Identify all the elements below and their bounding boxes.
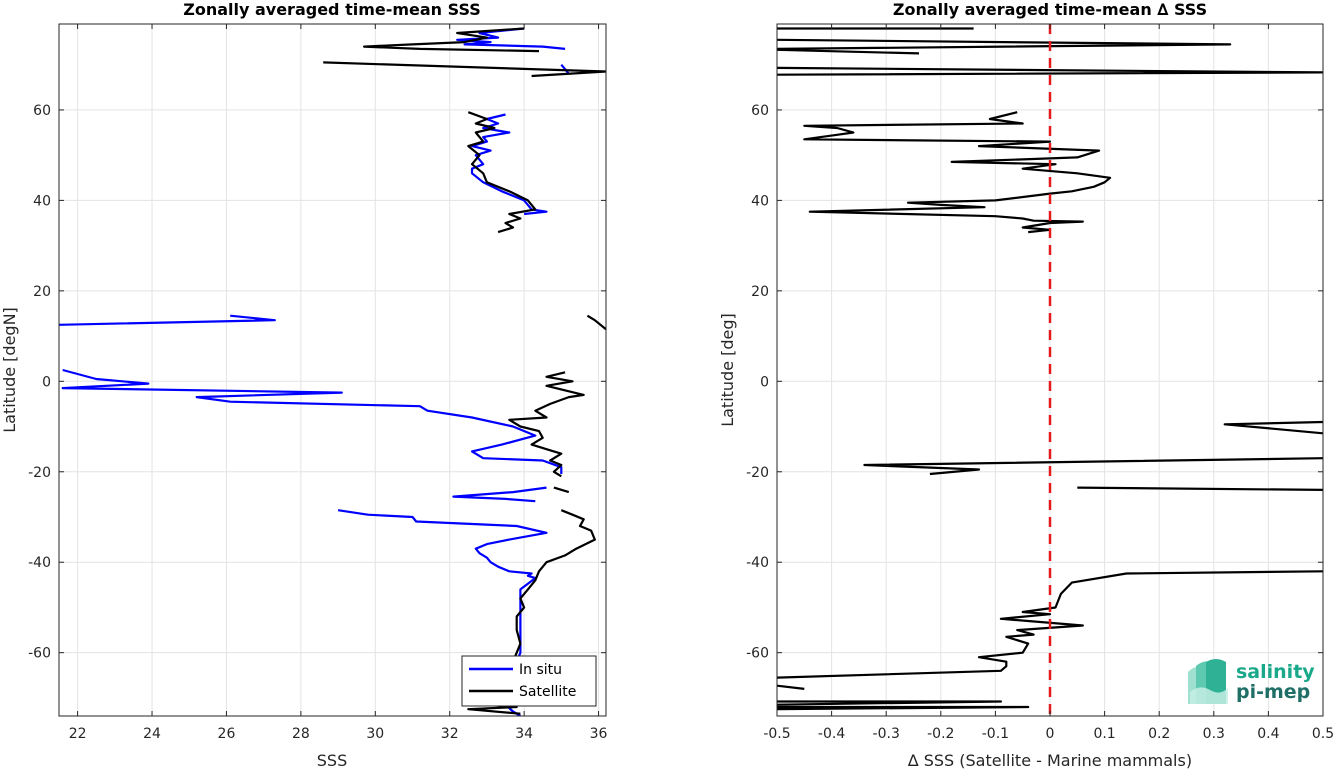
delta-y-tick-label: -60 <box>746 646 769 662</box>
legend-label-in-situ: In situ <box>519 662 562 678</box>
sss-title: Zonally averaged time-mean SSS <box>183 0 481 19</box>
delta-lines <box>777 27 1323 711</box>
delta-y-tick-label: -20 <box>746 465 769 481</box>
series-line-satellite <box>553 486 570 494</box>
sss-x-tick-label: 30 <box>366 726 384 742</box>
sss-grid <box>59 24 606 716</box>
series-line-delta-sss <box>777 684 805 690</box>
series-line-satellite <box>467 111 537 234</box>
sss-lines <box>59 27 606 716</box>
delta-x-tick-label: 0.1 <box>1093 726 1115 742</box>
sss-x-tick-label: 32 <box>441 726 459 742</box>
delta-x-tick-label: 0.3 <box>1203 726 1225 742</box>
series-line-delta-sss <box>777 570 1323 679</box>
delta-x-tick-label: 0.5 <box>1312 726 1334 742</box>
delta-x-tick-label: -0.3 <box>873 726 900 742</box>
series-line-delta-sss <box>863 457 1323 476</box>
sss-x-tick-label: 26 <box>218 726 236 742</box>
delta-y-tick-label: 0 <box>760 374 769 390</box>
logo-wave-icon <box>1188 659 1228 704</box>
sss-y-tick-label: 40 <box>33 193 51 209</box>
series-line-delta-sss <box>1077 486 1323 491</box>
series-line-in-situ <box>59 314 276 326</box>
delta-y-tick-label: 40 <box>751 193 769 209</box>
series-line-satellite <box>511 509 596 663</box>
series-line-delta-sss <box>803 111 1112 234</box>
sss-x-label: SSS <box>317 751 347 769</box>
series-line-satellite <box>363 27 540 53</box>
delta-y-label: Latitude [deg] <box>718 313 737 427</box>
delta-y-tick-label: 20 <box>751 284 769 300</box>
series-line-delta-sss <box>777 38 1232 50</box>
series-line-in-situ <box>452 486 547 503</box>
sss-panel: 22 24 26 28 30 32 34 36 -60 -40 -20 0 20 40 60 Zonally… <box>0 0 608 769</box>
delta-x-tick-label: -0.4 <box>818 726 845 742</box>
delta-x-tick-label: -0.5 <box>763 726 790 742</box>
delta-y-tick-label: -40 <box>746 555 769 571</box>
series-line-satellite <box>508 371 585 478</box>
series-line-delta-sss <box>777 700 1030 711</box>
logo-text-salinity: salinity <box>1236 661 1315 683</box>
sss-x-tick-label: 28 <box>292 726 310 742</box>
sss-y-label: Latitude [degN] <box>0 307 19 433</box>
delta-tick-labels: -0.5 -0.4 -0.3 -0.2 -0.1 0 0.1 0.2 0.3 0.4 0.5 -60 -… <box>746 24 1334 742</box>
delta-title: Zonally averaged time-mean ∆ SSS <box>893 0 1207 19</box>
delta-y-tick-label: 60 <box>751 103 769 119</box>
legend-label-satellite: Satellite <box>519 684 576 700</box>
series-line-in-situ <box>470 113 548 216</box>
sss-tick-labels: 22 24 26 28 30 32 34 36 -60 -40 -20 0 20 40 60 <box>28 24 608 742</box>
sss-x-tick-label: 36 <box>590 726 608 742</box>
delta-x-tick-label: 0.4 <box>1257 726 1279 742</box>
sss-y-tick-label: -20 <box>28 465 51 481</box>
logo-text-pi-mep: pi-mep <box>1236 681 1310 703</box>
sss-y-tick-label: -40 <box>28 555 51 571</box>
series-line-satellite <box>586 314 606 331</box>
delta-sss-panel: -0.5 -0.4 -0.3 -0.2 -0.1 0 0.1 0.2 0.3 0.4 0.5 -60 -… <box>718 0 1334 769</box>
delta-x-label: ∆ SSS (Satellite - Marine mammals) <box>907 751 1192 769</box>
sss-x-tick-label: 22 <box>69 726 87 742</box>
sss-y-tick-label: 60 <box>33 103 51 119</box>
delta-x-tick-label: 0.2 <box>1148 726 1170 742</box>
sss-plot-area <box>59 24 606 716</box>
sss-x-tick-label: 34 <box>515 726 533 742</box>
delta-x-tick-label: -0.2 <box>927 726 954 742</box>
series-line-delta-sss <box>1223 420 1323 435</box>
sss-axes-box <box>58 23 607 717</box>
sss-y-tick-label: -60 <box>28 646 51 662</box>
legend-box <box>461 655 597 707</box>
salinity-pi-mep-logo: salinity pi-mep <box>1188 659 1315 704</box>
series-line-satellite <box>323 61 606 78</box>
sss-x-tick-label: 24 <box>143 726 161 742</box>
delta-x-tick-label: 0 <box>1046 726 1055 742</box>
sss-y-tick-label: 0 <box>42 374 51 390</box>
delta-x-tick-label: -0.1 <box>982 726 1009 742</box>
series-line-in-situ <box>61 368 563 474</box>
series-line-delta-sss <box>777 48 920 55</box>
sss-y-tick-label: 20 <box>33 284 51 300</box>
series-line-delta-sss <box>777 66 1323 76</box>
legend: In situ Satellite <box>461 655 597 707</box>
